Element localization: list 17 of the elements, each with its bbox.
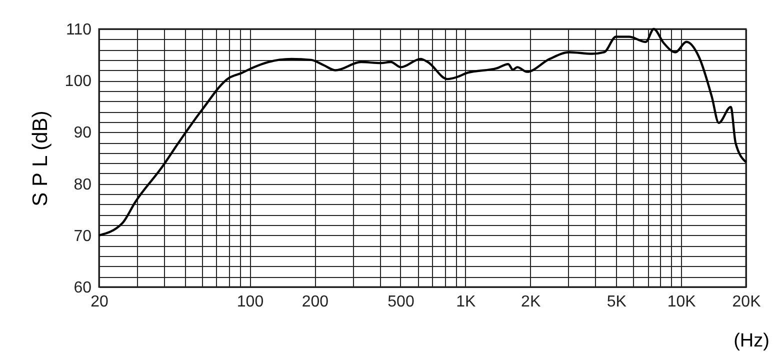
y-axis-title: S P L (dB) xyxy=(28,110,52,206)
x-tick-label: 20 xyxy=(90,294,108,310)
x-tick-label: 500 xyxy=(388,294,414,310)
x-axis-title: (Hz) xyxy=(734,330,770,352)
x-tick-label: 10K xyxy=(667,294,696,310)
x-tick-label: 20K xyxy=(732,294,762,310)
y-tick-label: 100 xyxy=(64,73,92,90)
x-tick-label: 200 xyxy=(302,294,329,310)
y-tick-label: 110 xyxy=(66,22,92,38)
y-tick-label: 90 xyxy=(74,124,92,142)
x-tick-label: 1K xyxy=(456,294,476,310)
x-tick-label: 100 xyxy=(236,294,264,310)
y-tick-label: 60 xyxy=(74,280,92,296)
y-tick-label: 80 xyxy=(74,176,92,194)
x-tick-label: 2K xyxy=(521,294,541,310)
x-tick-label: 5K xyxy=(606,294,627,310)
y-tick-label: 70 xyxy=(74,228,92,245)
